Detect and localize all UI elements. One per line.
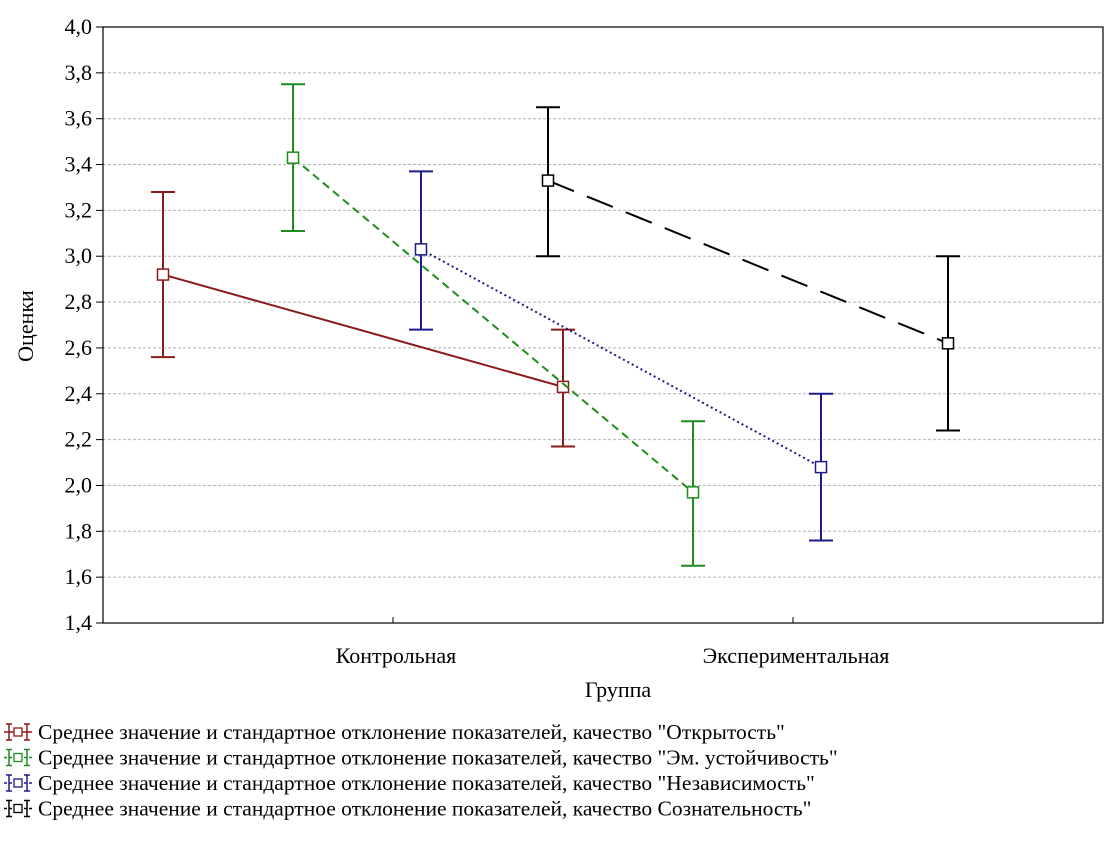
legend-item: Среднее значение и стандартное отклонени… [4,797,811,821]
y-tick-label: 2,2 [65,427,93,452]
y-axis-title: Оценки [13,290,38,362]
legend-item: Среднее значение и стандартное отклонени… [4,746,838,770]
series-3 [409,170,833,542]
data-point-marker [941,337,955,350]
legend-label: Среднее значение и стандартное отклонени… [38,771,815,795]
legend-item: Среднее значение и стандартное отклонени… [4,771,815,795]
legend: Среднее значение и стандартное отклонени… [4,720,838,821]
data-point-marker [814,460,828,474]
y-tick-label: 1,8 [65,518,93,543]
y-tick-label: 2,4 [65,381,93,406]
y-tick-label: 2,8 [65,289,93,314]
series-4 [536,106,960,432]
y-tick-label: 3,4 [65,152,93,177]
data-point-marker [686,486,700,499]
y-tick-label: 2,6 [65,335,93,360]
y-tick-label: 3,2 [65,197,93,222]
legend-label: Среднее значение и стандартное отклонени… [38,797,811,821]
series-line [547,179,949,345]
plot-area [151,83,960,567]
data-point-marker [286,151,300,164]
plot-frame [102,26,1104,624]
series-line [162,273,564,388]
series-2 [281,83,705,567]
y-tick-label: 1,4 [65,610,93,635]
legend-symbol-icon [4,774,32,792]
data-point-marker [414,243,428,256]
x-tick-label: Экспериментальная [703,643,890,668]
y-tick-label: 3,0 [65,243,93,268]
legend-item: Среднее значение и стандартное отклонени… [4,720,785,744]
y-tick-label: 2,0 [65,472,93,497]
x-tick-label: Контрольная [336,643,457,668]
series-1 [151,191,575,448]
legend-symbol-icon [4,723,32,741]
y-tick-label: 1,6 [65,564,93,589]
y-tick-label: 3,8 [65,60,93,85]
data-point-marker [541,174,555,187]
legend-symbol-icon [4,799,32,818]
data-point-marker [156,268,170,281]
legend-symbol-icon [4,748,32,767]
series-line [420,248,822,469]
legend-label: Среднее значение и стандартное отклонени… [38,746,838,770]
y-tick-label: 3,6 [65,106,93,131]
x-axis-title: Группа [585,677,652,702]
grid-lines [103,72,1103,578]
y-tick-label: 4,0 [65,14,93,39]
series-line [292,156,694,494]
legend-label: Среднее значение и стандартное отклонени… [38,720,785,744]
axes: 1,4 1,6 1,8 2,0 2,2 2,4 2,6 2,8 3,0 3,2 3,4 3,6 3,8 4… [65,14,1104,668]
